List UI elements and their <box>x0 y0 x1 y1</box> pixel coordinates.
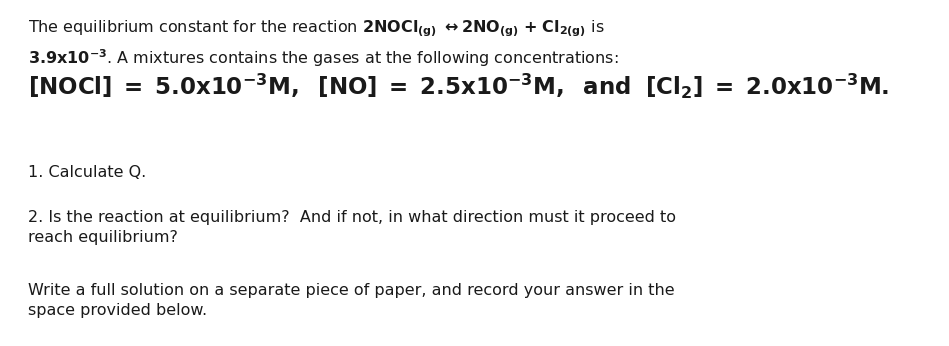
Text: $\mathbf{[NOCl]}$ $\mathbf{=}$ $\mathbf{5. 0x10^{-3}M,}$  $\mathbf{[NO]}$ $\math: $\mathbf{[NOCl]}$ $\mathbf{=}$ $\mathbf{… <box>28 72 889 101</box>
Text: 2. Is the reaction at equilibrium?  And if not, in what direction must it procee: 2. Is the reaction at equilibrium? And i… <box>28 210 676 225</box>
Text: Write a full solution on a separate piece of paper, and record your answer in th: Write a full solution on a separate piec… <box>28 283 675 298</box>
Text: 1. Calculate Q.: 1. Calculate Q. <box>28 165 146 180</box>
Text: The equilibrium constant for the reaction $\mathbf{2NOCl_{(g)}}$ $\mathbf{\leftr: The equilibrium constant for the reactio… <box>28 18 605 39</box>
Text: space provided below.: space provided below. <box>28 303 207 318</box>
Text: reach equilibrium?: reach equilibrium? <box>28 230 177 245</box>
Text: $\mathbf{3. 9x10^{-3}}$. A mixtures contains the gases at the following concentr: $\mathbf{3. 9x10^{-3}}$. A mixtures cont… <box>28 47 619 69</box>
